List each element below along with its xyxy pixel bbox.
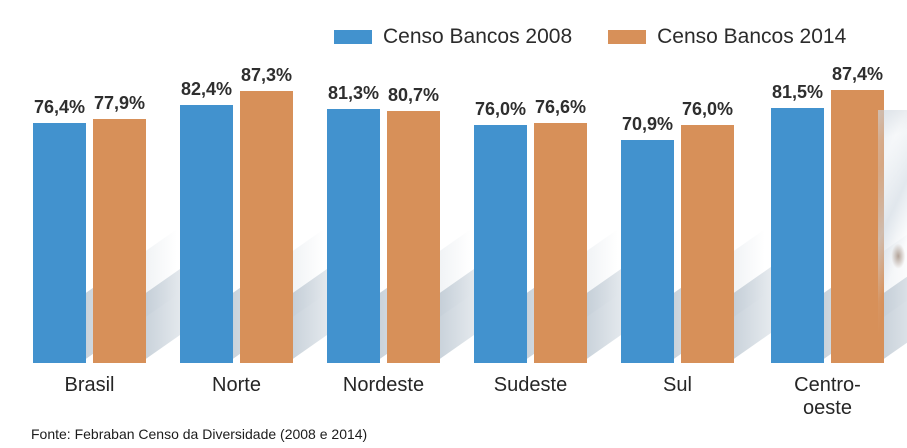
value-label: 80,7%: [387, 85, 440, 105]
legend-label-2008: Censo Bancos 2008: [383, 25, 573, 48]
bar-2008-sul: [621, 140, 674, 363]
value-label: 70,9%: [621, 114, 674, 134]
value-label: 76,6%: [534, 97, 587, 117]
legend: Censo Bancos 2008 Censo Bancos 2014: [334, 25, 846, 49]
legend-item-2008: Censo Bancos 2008: [334, 25, 572, 49]
value-label: 82,4%: [180, 79, 233, 99]
value-label: 76,0%: [474, 99, 527, 119]
bar-2008-centro-oeste: [771, 108, 824, 363]
value-label: 76,4%: [33, 97, 86, 117]
value-label: 87,3%: [240, 65, 293, 85]
category-label-sul: Sul: [663, 374, 692, 396]
legend-swatch-2014-icon: [608, 30, 647, 44]
source-note: Fonte: Febraban Censo da Diversidade (20…: [31, 426, 368, 442]
bar-group-centro-oeste: 81,5% 87,4%: [771, 0, 907, 363]
category-label-centro-oeste: Centro-oeste: [794, 374, 861, 419]
bar-group-sul: 70,9% 76,0%: [621, 0, 846, 363]
bar-2014-brasil: [93, 119, 146, 363]
legend-item-2014: Censo Bancos 2014: [608, 25, 846, 49]
category-label-nordeste: Nordeste: [342, 374, 425, 396]
value-label: 77,9%: [93, 93, 146, 113]
value-label: 87,4%: [831, 64, 884, 84]
category-label-norte: Norte: [212, 374, 261, 396]
value-label: 81,3%: [327, 83, 380, 103]
legend-label-2014: Censo Bancos 2014: [657, 25, 847, 48]
value-label: 81,5%: [771, 82, 824, 102]
bar-2008-nordeste: [327, 109, 380, 363]
bar-group-brasil: 76,4% 77,9%: [33, 0, 258, 363]
bar-2008-norte: [180, 105, 233, 363]
plot-area: 76,4% 77,9% 82,4% 87,3% 81,3% 80,7% 76,0% 76,6%…: [33, 0, 907, 363]
category-label-brasil: Brasil: [64, 374, 115, 396]
bar-2008-sudeste: [474, 125, 527, 363]
bar-2014-centro-oeste: [831, 90, 884, 363]
category-label-sudeste: Sudeste: [493, 374, 568, 396]
bar-2014-sudeste: [534, 123, 587, 363]
legend-swatch-2008-icon: [334, 30, 372, 44]
bar-group-sudeste: 76,0% 76,6%: [474, 0, 699, 363]
cropped-photo-decoration: [878, 110, 907, 362]
bar-2014-sul: [681, 125, 734, 363]
bar-2014-nordeste: [387, 111, 440, 363]
bar-group-nordeste: 81,3% 80,7%: [327, 0, 552, 363]
value-label: 76,0%: [681, 99, 734, 119]
bar-2008-brasil: [33, 123, 86, 363]
bar-2014-norte: [240, 91, 293, 363]
bar-group-norte: 82,4% 87,3%: [180, 0, 405, 363]
